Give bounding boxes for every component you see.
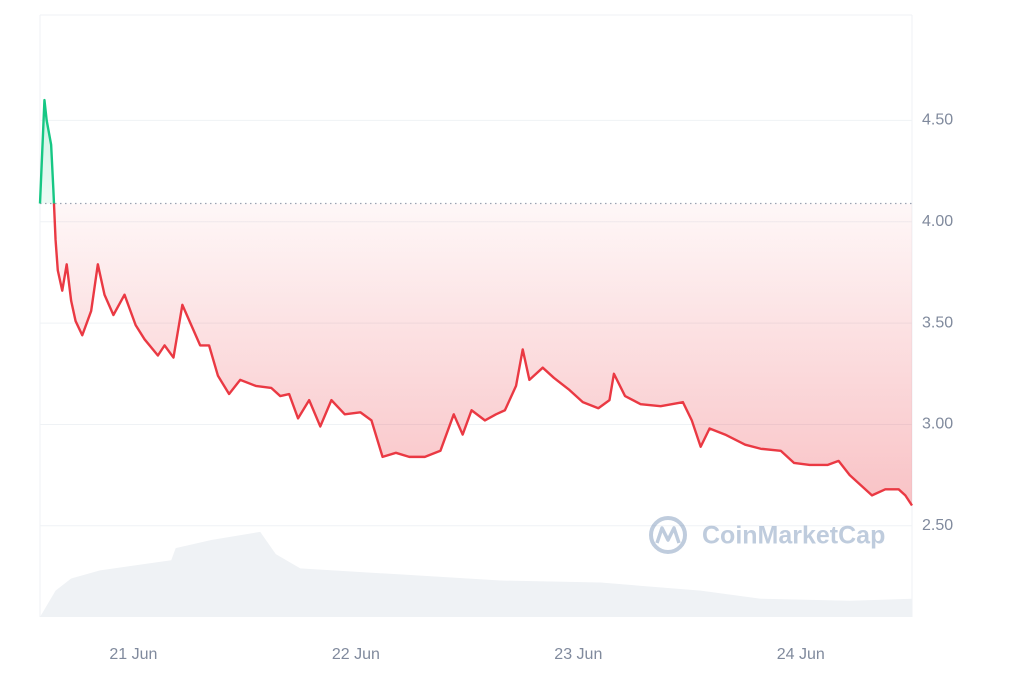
price-area-down <box>53 203 912 506</box>
volume-area <box>40 531 912 617</box>
y-tick-label: 2.50 <box>922 517 953 534</box>
price-line <box>38 98 914 507</box>
x-tick-label: 22 Jun <box>332 646 380 663</box>
y-tick-label: 3.00 <box>922 416 953 433</box>
x-tick-label: 23 Jun <box>554 646 602 663</box>
y-tick-label: 3.50 <box>922 314 953 331</box>
watermark-text: CoinMarketCap <box>702 522 885 550</box>
x-tick-label: 24 Jun <box>777 646 825 663</box>
x-tick-label: 21 Jun <box>109 646 157 663</box>
watermark: CoinMarketCap <box>649 516 885 554</box>
y-tick-label: 4.00 <box>922 213 953 230</box>
y-tick-label: 4.50 <box>922 112 953 129</box>
